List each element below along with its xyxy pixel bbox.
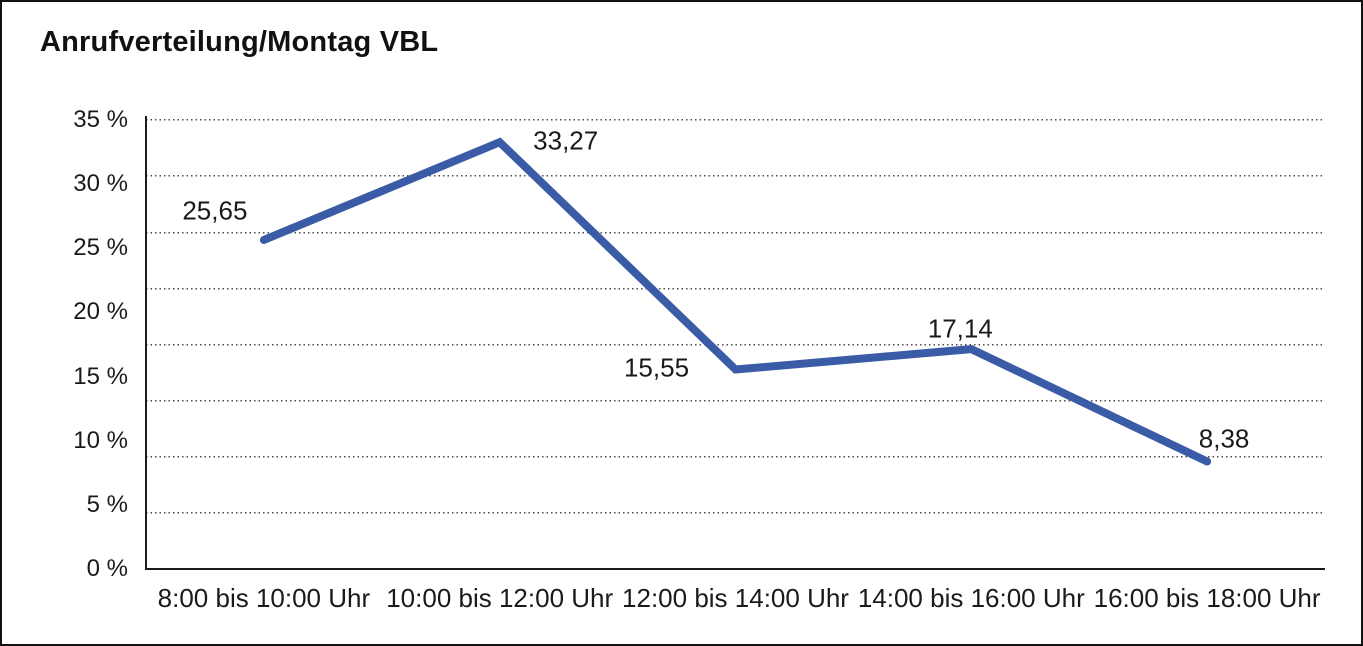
- y-tick-label: 0 %: [86, 555, 128, 582]
- y-tick-label: 20 %: [73, 298, 128, 326]
- gridline: [146, 456, 1325, 458]
- gridline: [146, 175, 1325, 178]
- x-tick-label: 14:00 bis 16:00 Uhr: [857, 583, 1085, 613]
- gridline: [146, 119, 1325, 122]
- gridline: [146, 287, 1325, 290]
- data-point-label: 33,27: [533, 125, 599, 156]
- gridline: [146, 512, 1325, 515]
- data-point-label: 17,14: [927, 313, 993, 344]
- y-tick-label: 30 %: [73, 170, 128, 198]
- y-axis-line: [145, 116, 147, 569]
- gridline: [146, 399, 1325, 402]
- y-tick-label: 5 %: [86, 490, 128, 518]
- y-tick-label: 10 %: [73, 426, 128, 454]
- chart-title: Anrufverteilung/Montag VBL: [40, 26, 439, 58]
- x-tick-label: 10:00 bis 12:00 Uhr: [386, 583, 614, 613]
- data-point-label: 8,38: [1198, 423, 1250, 454]
- gridline: [146, 343, 1325, 346]
- data-point-label: 15,55: [623, 352, 690, 383]
- y-tick-label: 35 %: [73, 106, 128, 133]
- gridline: [146, 231, 1325, 234]
- x-tick-label: 16:00 bis 18:00 Uhr: [1093, 583, 1321, 613]
- y-tick-label: 25 %: [73, 234, 128, 262]
- x-axis-line: [145, 568, 1325, 570]
- x-tick-label: 8:00 bis 10:00 Uhr: [157, 583, 371, 613]
- data-point-label: 25,65: [182, 195, 248, 226]
- y-tick-label: 15 %: [73, 362, 128, 390]
- x-tick-label: 12:00 bis 14:00 Uhr: [622, 583, 849, 613]
